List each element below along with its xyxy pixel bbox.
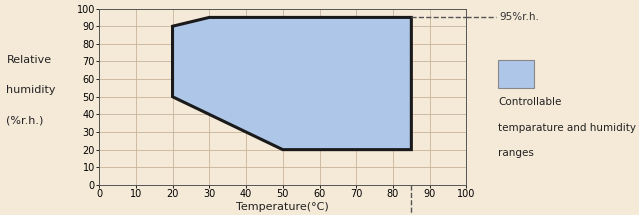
Text: Relative: Relative (6, 55, 52, 65)
Text: humidity: humidity (6, 85, 56, 95)
Text: 95%r.h.: 95%r.h. (500, 12, 539, 22)
Text: ranges: ranges (498, 148, 534, 158)
Text: Controllable: Controllable (498, 97, 562, 107)
Text: temparature and humidity: temparature and humidity (498, 123, 636, 133)
X-axis label: Temperature(°C): Temperature(°C) (236, 202, 329, 212)
Polygon shape (173, 17, 412, 150)
Text: (%r.h.): (%r.h.) (6, 115, 43, 125)
